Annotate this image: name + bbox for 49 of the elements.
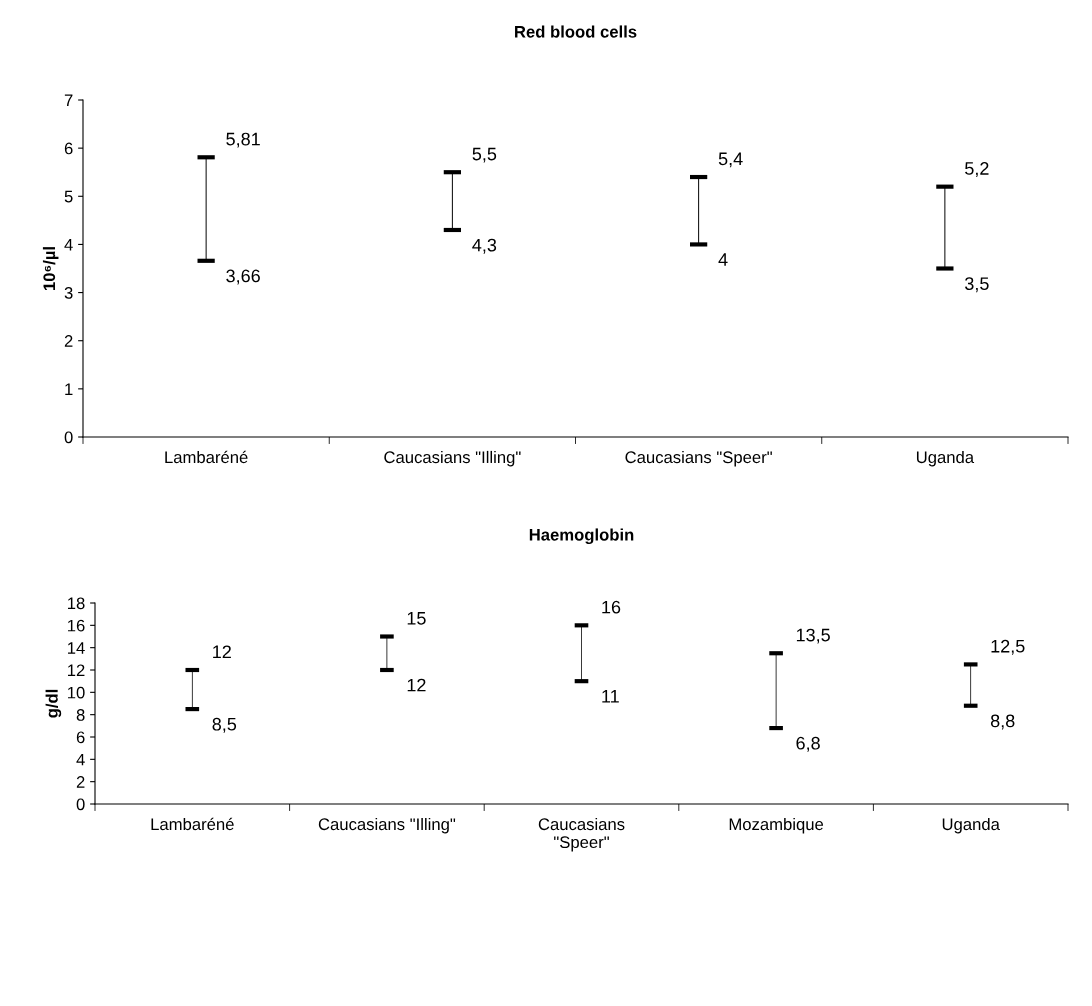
y-tick-label: 4 <box>64 239 73 251</box>
y-tick-label: 14 <box>68 642 85 654</box>
x-tick-label: Caucasians "Speer" <box>538 817 625 852</box>
annotation: 5,4 <box>718 152 743 168</box>
annotation: 15 <box>407 612 426 625</box>
y-tick-label: 7 <box>64 94 73 107</box>
x-tick-label: Caucasians "Speer" <box>625 450 772 467</box>
annotation: 4 <box>718 253 728 266</box>
y-tick-label: 18 <box>68 597 85 610</box>
y-tick-label: 1 <box>65 383 73 395</box>
annotation: 4,3 <box>472 238 497 254</box>
annotation: 8,5 <box>212 717 237 733</box>
annotation: 5,2 <box>965 162 989 177</box>
annotation: 3,5 <box>965 277 989 293</box>
annotation: 11 <box>602 690 619 703</box>
x-tick-label: Lambaréné <box>165 450 248 464</box>
x-tick-label: Caucasians "Illing" <box>384 450 521 467</box>
y-tick-label: 12 <box>68 664 85 677</box>
y-tick-label: 10 <box>68 686 85 699</box>
y-tick-label: 16 <box>68 619 85 632</box>
annotation: 12 <box>407 678 426 692</box>
y-tick-label: 0 <box>64 431 73 444</box>
x-tick-label: Mozambique <box>729 817 824 834</box>
annotation: 16 <box>602 600 621 614</box>
annotation: 8,8 <box>990 714 1015 730</box>
y-tick-label: 3 <box>64 286 73 299</box>
annotation: 12,5 <box>991 639 1025 655</box>
annotation: 6,8 <box>796 736 820 752</box>
y-tick-label: 8 <box>76 709 85 721</box>
y-tick-label: 6 <box>76 731 85 744</box>
annotation: 12 <box>213 645 231 658</box>
annotation: 13,5 <box>796 628 830 644</box>
x-tick-label: Lambaréné <box>151 817 234 831</box>
y-tick-label: 6 <box>64 142 73 155</box>
x-tick-label: Caucasians "Illing" <box>318 817 456 834</box>
y-tick-label: 5 <box>64 190 73 203</box>
annotation: 5,81 <box>226 132 260 148</box>
chart-title: Red blood cells <box>515 25 637 38</box>
chart-title: Haemoglobin <box>529 528 634 545</box>
annotation: 5,5 <box>472 147 497 163</box>
y-axis-title: g/dl <box>45 689 62 718</box>
annotation: 3,66 <box>226 269 260 285</box>
x-tick-label: Uganda <box>916 450 975 467</box>
y-tick-label: 4 <box>76 753 85 766</box>
y-axis-title: 10⁶/µl <box>42 247 59 290</box>
x-tick-label: Uganda <box>942 817 1000 834</box>
y-tick-label: 0 <box>76 798 85 811</box>
y-tick-label: 2 <box>64 335 73 347</box>
y-tick-label: 2 <box>76 776 85 788</box>
